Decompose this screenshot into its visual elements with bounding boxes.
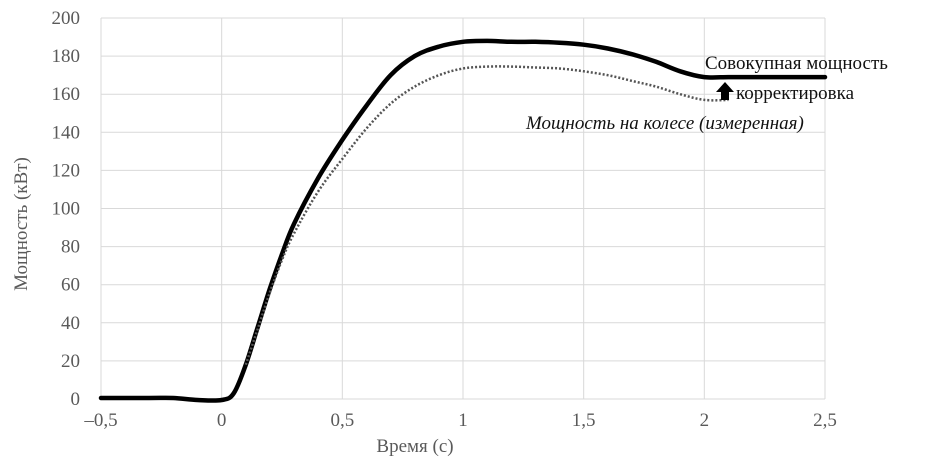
grid	[100, 17, 826, 400]
y-tick-label: 180	[52, 46, 81, 67]
correction-arrow-icon	[716, 82, 734, 100]
y-axis-ticks: 0 20 40 60 80 100 120 140 160 180 200	[52, 8, 81, 410]
y-tick-label: 160	[52, 84, 81, 105]
x-axis-ticks: –0,5 0 0,5 1 1,5 2 2,5	[83, 410, 837, 431]
x-tick-label: 2,5	[813, 410, 837, 431]
annotation-total-power: Совокупная мощность	[705, 53, 888, 74]
x-tick-label: 1,5	[572, 410, 596, 431]
y-tick-label: 40	[61, 313, 80, 334]
series-line-wheel-power	[244, 65, 729, 366]
x-tick-label: 0,5	[330, 410, 354, 431]
x-axis-label: Время (с)	[376, 436, 453, 457]
y-tick-label: 200	[52, 8, 81, 29]
x-tick-label: –0,5	[83, 410, 117, 431]
y-tick-label: 80	[61, 237, 80, 258]
x-tick-label: 1	[458, 410, 468, 431]
series-line-total-power	[98, 38, 828, 403]
y-tick-label: 120	[52, 160, 81, 181]
annotation-correction: корректировка	[736, 83, 855, 104]
y-tick-label: 60	[61, 275, 80, 296]
x-tick-label: 0	[217, 410, 227, 431]
y-axis-label: Мощность (кВт)	[11, 157, 32, 291]
annotation-wheel-power: Мощность на колесе (измеренная)	[525, 113, 804, 134]
y-tick-label: 20	[61, 351, 80, 372]
series-layer	[98, 38, 828, 403]
y-tick-label: 100	[52, 199, 81, 220]
y-tick-label: 140	[52, 122, 81, 143]
y-tick-label: 0	[71, 389, 81, 410]
x-tick-label: 2	[700, 410, 710, 431]
